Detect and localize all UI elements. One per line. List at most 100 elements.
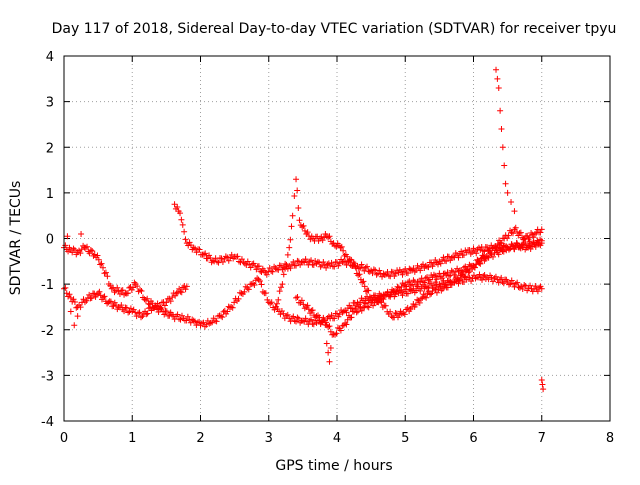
- data-point-track-a: [104, 273, 111, 280]
- data-point-track-e: [444, 269, 451, 276]
- data-point-track-c: [255, 263, 262, 270]
- data-point-track-d: [300, 222, 307, 229]
- data-point-track-e: [360, 304, 367, 311]
- data-point-track-d: [529, 231, 536, 238]
- data-point-track-d: [282, 265, 289, 272]
- data-point-track-c: [306, 258, 313, 265]
- data-point-track-e: [400, 282, 407, 289]
- x-axis-label: GPS time / hours: [275, 458, 392, 474]
- data-point-track-c: [404, 270, 411, 277]
- data-point-track-e: [409, 281, 416, 288]
- data-point-track-c: [417, 267, 424, 274]
- data-points: [61, 66, 547, 393]
- data-point-track-c: [266, 265, 273, 272]
- data-point-track-c: [269, 268, 276, 275]
- data-point-track-c: [308, 257, 315, 264]
- data-point-track-b: [351, 299, 358, 306]
- data-point-track-a: [116, 291, 123, 298]
- data-point-track-b: [93, 291, 100, 298]
- data-point-track-a: [138, 287, 145, 294]
- data-point-track-c: [447, 257, 454, 264]
- data-point-track-d: [299, 223, 306, 230]
- data-point-track-d: [280, 271, 287, 278]
- data-point-track-e: [397, 287, 404, 294]
- data-point-track-c: [320, 259, 327, 266]
- data-point-early-scatter: [74, 313, 81, 320]
- data-point-track-a: [82, 244, 89, 251]
- data-point-track-c: [310, 261, 317, 268]
- data-point-track-e: [386, 292, 393, 299]
- data-point-track-d: [423, 294, 430, 301]
- data-point-track-d: [273, 300, 280, 307]
- data-point-track-d: [418, 295, 425, 302]
- data-point-track-c: [321, 262, 328, 269]
- data-point-track-e: [462, 263, 469, 270]
- data-point-track-c: [200, 251, 207, 258]
- data-point-track-a: [112, 287, 119, 294]
- data-point-track-c: [381, 272, 388, 278]
- data-point-track-c: [314, 258, 321, 265]
- data-point-spike-4h: [327, 345, 334, 351]
- data-point-track-c: [312, 258, 319, 265]
- data-point-track-c: [171, 201, 178, 208]
- data-point-track-b: [107, 298, 114, 305]
- data-point-track-b: [198, 320, 205, 327]
- data-point-track-b: [66, 291, 73, 298]
- data-point-track-e: [308, 307, 315, 314]
- data-point-track-b: [290, 313, 297, 320]
- data-point-track-a: [114, 284, 121, 291]
- data-point-track-b: [196, 318, 203, 325]
- data-point-track-c: [302, 256, 309, 263]
- data-point-spike-7h: [538, 376, 545, 383]
- data-point-track-d: [512, 224, 519, 231]
- data-point-track-e: [500, 248, 507, 255]
- x-tick-label: 4: [333, 431, 341, 446]
- data-point-spike-6h: [494, 75, 501, 82]
- data-point-track-c: [398, 269, 405, 276]
- data-point-track-c: [234, 253, 241, 260]
- data-point-track-e: [495, 251, 502, 258]
- data-point-track-b: [143, 311, 150, 318]
- data-point-track-b: [532, 282, 539, 289]
- data-point-track-c: [287, 265, 294, 272]
- data-point-track-a: [70, 245, 77, 252]
- data-point-track-d: [341, 252, 348, 259]
- data-point-spike-4h: [325, 349, 332, 356]
- data-point-track-d: [404, 304, 411, 311]
- data-point-track-e: [448, 267, 455, 274]
- data-point-track-e: [451, 271, 458, 278]
- chart-title: Day 117 of 2018, Sidereal Day-to-day VTE…: [52, 21, 617, 37]
- data-point-early-scatter: [64, 233, 71, 240]
- data-point-track-b: [527, 282, 534, 289]
- data-point-track-e: [507, 245, 514, 252]
- tick-labels: 0 1 2 3 4 5 6 7 8 -4 -3 -2 -1 0 1 2 3 4: [41, 50, 614, 446]
- data-point-track-a: [100, 264, 106, 271]
- data-point-track-b: [505, 281, 512, 288]
- data-point-track-c: [399, 271, 406, 278]
- data-point-track-e: [362, 300, 369, 307]
- data-point-track-b: [101, 293, 108, 300]
- data-point-track-c: [192, 245, 199, 252]
- data-point-track-b: [490, 278, 496, 285]
- data-point-track-b: [88, 295, 95, 302]
- data-point-track-e: [387, 291, 394, 298]
- data-point-track-e: [488, 251, 495, 258]
- data-point-track-a: [98, 260, 105, 267]
- data-point-track-e: [466, 261, 473, 268]
- data-point-track-b: [238, 290, 245, 297]
- data-point-track-b: [245, 286, 252, 293]
- data-point-track-e: [304, 302, 311, 309]
- data-point-track-a: [115, 288, 122, 295]
- data-point-track-e: [374, 296, 381, 303]
- data-point-track-b: [73, 304, 80, 311]
- data-point-track-b: [488, 274, 495, 281]
- data-point-track-c: [455, 254, 462, 261]
- data-point-track-e: [526, 242, 533, 249]
- data-point-track-e: [395, 284, 402, 291]
- data-point-track-e: [463, 267, 470, 274]
- data-point-track-a: [97, 261, 104, 268]
- data-point-track-c: [450, 253, 457, 260]
- data-point-track-b: [432, 279, 439, 286]
- data-point-track-b: [127, 305, 134, 312]
